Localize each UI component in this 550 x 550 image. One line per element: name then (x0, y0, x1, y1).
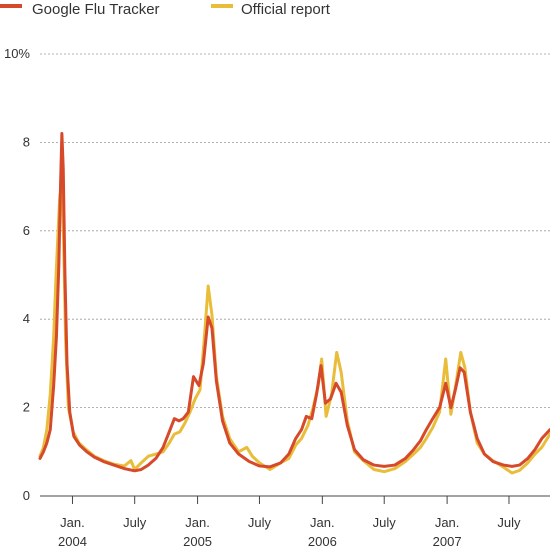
x-tick-label-year-0: 2004 (58, 534, 87, 549)
y-tick-label-6: 6 (23, 223, 30, 238)
legend-swatch-google-flu-tracker (0, 4, 22, 8)
x-tick-label-month-4: Jan. (310, 515, 335, 530)
x-tick-label-year-2: 2005 (183, 534, 212, 549)
x-tick-label-month-1: July (123, 515, 147, 530)
x-tick-label-year-4: 2006 (308, 534, 337, 549)
series-lines (38, 132, 550, 475)
x-tick-label-month-7: July (497, 515, 521, 530)
y-tick-label-10: 10% (4, 46, 30, 61)
legend-swatch-official-report (211, 4, 233, 8)
y-tick-label-0: 0 (23, 488, 30, 503)
y-tick-label-4: 4 (23, 311, 30, 326)
x-tick-label-month-3: July (248, 515, 272, 530)
legend: Google Flu Tracker Official report (0, 1, 331, 18)
y-axis-labels: 0 2 4 6 8 10% (4, 46, 30, 503)
x-tick-label-month-0: Jan. (60, 515, 85, 530)
x-axis-labels: Jan. 2004 July Jan. 2005 July Jan. 2006 July Jan.… (58, 496, 521, 549)
y-tick-label-2: 2 (23, 400, 30, 415)
x-tick-label-month-2: Jan. (185, 515, 210, 530)
x-tick-label-month-5: July (373, 515, 397, 530)
x-tick-label-year-6: 2007 (433, 534, 462, 549)
series-line-google-flu-tracker (38, 132, 550, 473)
legend-label-google-flu-tracker: Google Flu Tracker (32, 1, 160, 18)
x-tick-label-month-6: Jan. (435, 515, 460, 530)
legend-label-official-report: Official report (241, 1, 331, 18)
y-tick-label-8: 8 (23, 134, 30, 149)
grid (40, 53, 550, 409)
